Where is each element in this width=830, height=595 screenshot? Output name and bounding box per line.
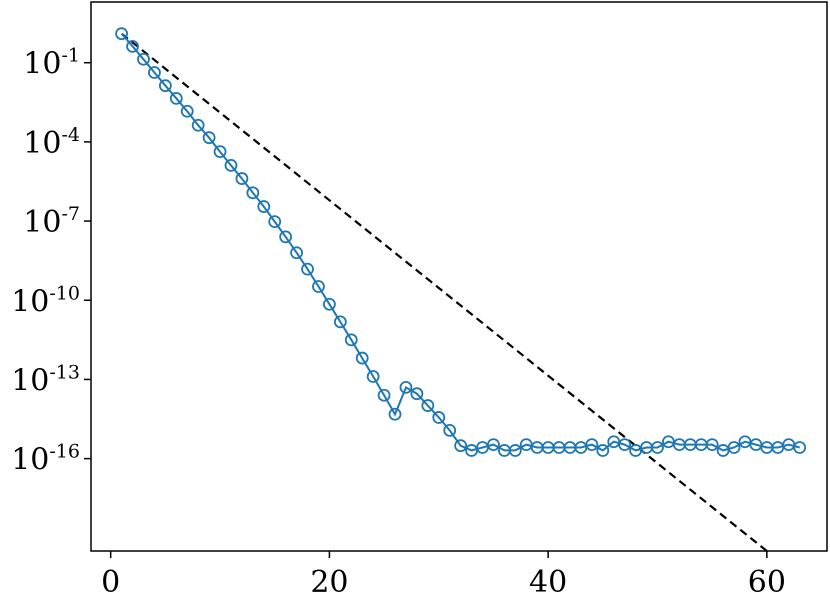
data-point: [651, 441, 664, 454]
data-point: [115, 27, 129, 41]
data-point: [454, 439, 468, 453]
data-point: [169, 91, 183, 105]
y-tick-base: 10: [11, 363, 49, 398]
data-point: [235, 172, 249, 185]
data-point: [333, 315, 347, 329]
x-axis: 0 20 40 60: [101, 551, 786, 595]
data-point: [585, 438, 599, 452]
y-tick-exponent: -1: [61, 45, 80, 67]
data-point: [202, 131, 216, 145]
y-tick-exponent: -10: [49, 282, 80, 304]
data-point: [344, 333, 358, 347]
y-tick-label: 10-7: [23, 203, 80, 240]
data-point: [191, 118, 205, 132]
data-point: [410, 387, 424, 401]
data-point: [727, 441, 741, 454]
data-point: [290, 246, 303, 260]
data-point: [301, 262, 314, 276]
y-tick-exponent: -16: [49, 441, 80, 463]
series-layer: [115, 27, 807, 551]
plot-frame: [90, 1, 828, 552]
y-tick-label: 10-13: [11, 361, 80, 398]
data-point: [148, 66, 161, 79]
y-tick-label: 10-16: [11, 441, 80, 478]
data-point: [246, 186, 260, 200]
reference-dashed-line: [120, 32, 768, 551]
data-point: [213, 145, 227, 159]
series-line: [120, 33, 800, 452]
data-point: [323, 297, 336, 311]
data-point: [487, 438, 500, 452]
y-tick-base: 10: [11, 443, 49, 478]
y-tick-exponent: -4: [61, 124, 80, 146]
data-point: [596, 444, 610, 457]
data-point: [257, 200, 271, 213]
data-point: [312, 280, 325, 293]
data-point: [508, 444, 522, 457]
data-point: [793, 441, 807, 454]
data-point: [377, 388, 391, 402]
data-point: [366, 370, 380, 383]
data-point: [279, 230, 293, 244]
data-point: [388, 407, 402, 421]
x-tick-label: 20: [310, 565, 348, 595]
y-tick-label: 10-10: [11, 282, 80, 319]
x-tick-label: 40: [529, 565, 567, 595]
y-tick-base: 10: [11, 284, 49, 319]
data-point: [224, 158, 238, 172]
data-point: [399, 380, 413, 394]
y-tick-exponent: -7: [61, 203, 80, 225]
data-point: [705, 438, 719, 452]
data-point: [180, 104, 194, 118]
x-tick-label: 0: [101, 565, 120, 595]
y-tick-label: 10-4: [23, 124, 80, 161]
data-point: [421, 399, 435, 412]
data-point: [158, 79, 172, 93]
data-point: [126, 39, 139, 53]
data-point: [268, 215, 282, 229]
data-point: [355, 351, 369, 365]
y-tick-base: 10: [23, 47, 61, 82]
data-point: [137, 52, 150, 66]
x-tick-label: 60: [748, 565, 786, 595]
data-point: [443, 423, 457, 437]
data-point: [432, 411, 446, 424]
y-tick-exponent: -13: [49, 361, 80, 383]
y-tick-base: 10: [23, 205, 61, 240]
data-point: [618, 438, 632, 452]
y-tick-label: 10-1: [23, 45, 80, 82]
y-tick-base: 10: [23, 126, 61, 161]
